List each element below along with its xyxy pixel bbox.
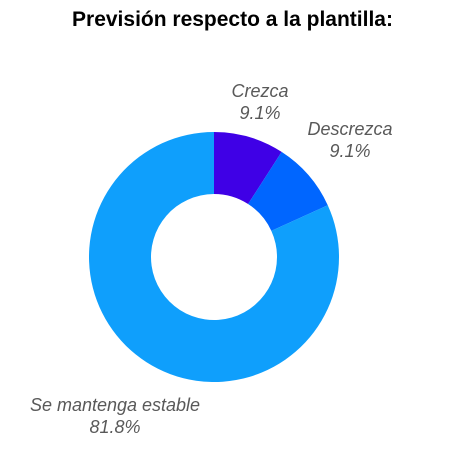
slice-name: Se mantenga estable [29, 395, 201, 415]
donut-slice-0 [214, 132, 282, 205]
slice-label-descrezca: Descrezca 9.1% [290, 118, 410, 162]
slice-label-se-mantenga-estable: Se mantenga estable 81.8% [0, 394, 230, 438]
donut-slices [89, 132, 340, 382]
slice-percent: 81.8% [89, 417, 141, 437]
donut-slice-2 [89, 132, 340, 382]
slice-name: Descrezca [307, 119, 393, 139]
slice-percent: 9.1% [239, 103, 281, 123]
slice-percent: 9.1% [329, 141, 371, 161]
chart-title: Previsión respecto a la plantilla: [72, 8, 393, 31]
donut-slice-1 [248, 151, 328, 231]
slice-label-crezca: Crezca 9.1% [210, 80, 310, 124]
slice-name: Crezca [231, 81, 289, 101]
